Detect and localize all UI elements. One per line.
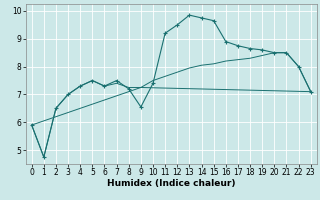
X-axis label: Humidex (Indice chaleur): Humidex (Indice chaleur) bbox=[107, 179, 236, 188]
